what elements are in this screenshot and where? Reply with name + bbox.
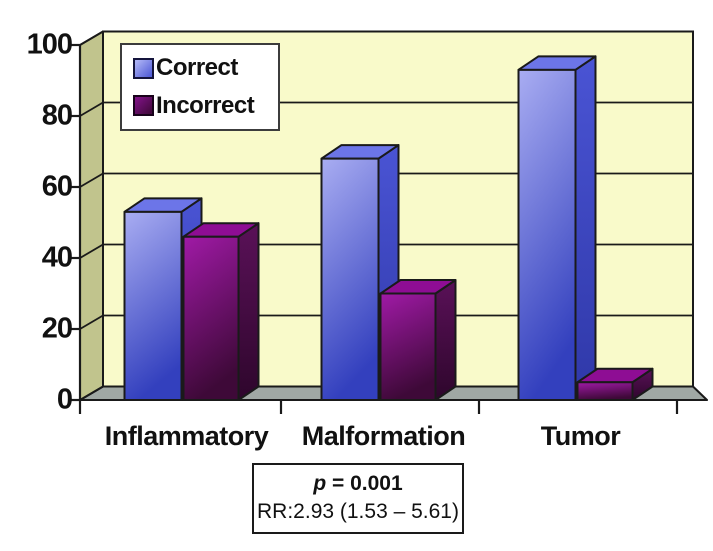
y-tick-label-60: 60 (41, 170, 73, 203)
bar-front-correct-malformation (320, 157, 380, 401)
p-value: = 0.001 (332, 472, 403, 495)
side-wall-gridline-80 (79, 101, 104, 117)
legend: Correct Incorrect (120, 43, 280, 131)
bar-side-incorrect-inflammatory (237, 222, 260, 401)
correct-swatch-icon (133, 57, 154, 79)
y-tick-label-20: 20 (41, 312, 73, 345)
plot-side-wall (79, 30, 104, 401)
incorrect-swatch-icon (133, 95, 154, 117)
p-value-line: p = 0.001 (254, 470, 462, 498)
y-tick-label-40: 40 (41, 241, 73, 274)
legend-label-correct: Correct (156, 54, 238, 82)
bar-side-correct-tumor (574, 55, 597, 401)
y-tick-label-100: 100 (26, 28, 73, 61)
relative-risk-line: RR:2.93 (1.53 – 5.61) (257, 500, 459, 523)
category-label-malformation: Malformation (301, 421, 466, 451)
bar-front-incorrect-malformation (379, 292, 437, 401)
bar-side-incorrect-malformation (434, 279, 457, 401)
bar-front-incorrect-inflammatory (182, 235, 240, 401)
y-tick-label-80: 80 (41, 99, 73, 132)
p-symbol: p (313, 472, 327, 495)
bar-front-correct-inflammatory (123, 210, 183, 401)
side-wall-gridline-20 (79, 314, 104, 330)
bar-front-correct-tumor (517, 68, 577, 401)
side-wall-gridline-100 (79, 30, 104, 46)
legend-item-incorrect: Incorrect (133, 92, 278, 120)
y-tick-label-0: 0 (56, 383, 73, 416)
side-wall-gridline-60 (79, 172, 104, 188)
category-label-inflammatory: Inflammatory (104, 421, 269, 451)
side-wall-gridline-40 (79, 243, 104, 259)
category-label-tumor: Tumor (540, 421, 621, 451)
side-wall-gridline-0 (79, 385, 104, 401)
bar-front-incorrect-tumor (576, 381, 634, 401)
legend-label-incorrect: Incorrect (156, 91, 255, 119)
stats-annotation-box: p = 0.001 RR:2.93 (1.53 – 5.61) (252, 463, 464, 534)
legend-item-correct: Correct (133, 54, 278, 82)
